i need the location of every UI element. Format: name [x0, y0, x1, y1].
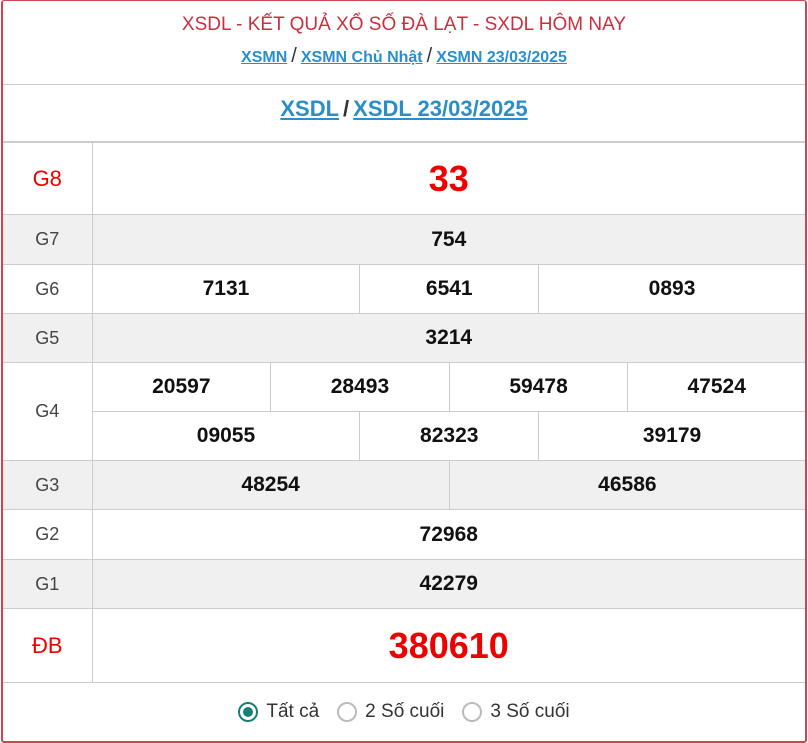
link-xsdl-date[interactable]: XSDL 23/03/2025: [353, 96, 528, 121]
prize-number: 3214: [91, 313, 805, 363]
prize-label: G6: [3, 264, 93, 314]
prize-number: 7131: [91, 264, 361, 314]
radio-icon[interactable]: [462, 702, 483, 722]
row-g8: G8 33: [3, 142, 805, 215]
prize-label: ĐB: [3, 608, 93, 683]
row-g4: G4 20597 28493 59478 47524: [3, 362, 805, 461]
prize-label: G3: [3, 460, 93, 510]
filter-last-3[interactable]: 3 Số cuối: [462, 701, 570, 723]
prize-number: 42279: [91, 559, 805, 609]
prize-number: 33: [91, 142, 805, 215]
prize-number: 39179: [538, 411, 805, 461]
breadcrumb-xsmn[interactable]: XSMN: [241, 49, 288, 66]
prize-number: 47524: [627, 362, 805, 412]
results-table: G8 33 G7 754 G6 7131 6541 0893 G5 3214 G4 20597…: [3, 142, 805, 683]
prize-label: G1: [3, 559, 93, 609]
row-g3: G3 48254 46586: [3, 460, 805, 510]
prize-label: G7: [3, 214, 93, 265]
filter-label: 2 Số cuối: [365, 701, 445, 722]
row-g5: G5 3214: [3, 313, 805, 363]
prize-number: 82323: [359, 411, 540, 461]
row-g4b: 09055 82323 39179: [3, 411, 805, 461]
prize-number: 754: [91, 214, 805, 265]
breadcrumb-xsmn-chu-nhat[interactable]: XSMN Chủ Nhật: [300, 49, 423, 66]
prize-label: G5: [3, 313, 93, 363]
radio-checked-icon[interactable]: [238, 702, 259, 722]
prize-number: 72968: [91, 509, 805, 560]
row-g7: G7 754: [3, 214, 805, 265]
row-g6: G6 7131 6541 0893: [3, 264, 805, 314]
separator: /: [426, 45, 433, 67]
header: XSDL - KẾT QUẢ XỔ SỐ ĐÀ LẠT - SXDL HÔM N…: [3, 1, 805, 85]
digit-filter: Tất cả 2 Số cuối 3 Số cuối: [3, 683, 805, 741]
row-special: ĐB 380610: [3, 608, 805, 683]
prize-label: G2: [3, 509, 93, 560]
prize-number: 59478: [448, 362, 629, 412]
row-g1: G1 42279: [3, 559, 805, 609]
separator: /: [291, 45, 297, 67]
filter-label: Tất cả: [266, 701, 320, 722]
special-prize-number: 380610: [91, 608, 805, 683]
prize-number: 0893: [538, 264, 805, 314]
prize-label: G4: [3, 362, 93, 461]
sub-breadcrumb: XSDL / XSDL 23/03/2025: [3, 85, 805, 142]
radio-icon[interactable]: [337, 702, 358, 722]
breadcrumb: XSMN / XSMN Chủ Nhật / XSMN 23/03/2025: [3, 45, 805, 68]
prize-number: 28493: [270, 362, 450, 412]
prize-number: 6541: [359, 264, 540, 314]
filter-label: 3 Số cuối: [490, 701, 570, 722]
link-xsdl[interactable]: XSDL: [280, 96, 340, 121]
prize-label: G8: [3, 142, 93, 215]
row-g2: G2 72968: [3, 509, 805, 560]
prize-number: 48254: [91, 460, 450, 510]
separator: /: [343, 96, 350, 121]
prize-number: 09055: [92, 411, 361, 461]
filter-all[interactable]: Tất cả: [238, 701, 319, 723]
page-title: XSDL - KẾT QUẢ XỔ SỐ ĐÀ LẠT - SXDL HÔM N…: [181, 14, 627, 35]
filter-last-2[interactable]: 2 Số cuối: [337, 701, 444, 723]
prize-number: 20597: [91, 362, 272, 412]
prize-number: 46586: [448, 460, 805, 510]
breadcrumb-xsmn-date[interactable]: XSMN 23/03/2025: [436, 49, 567, 66]
